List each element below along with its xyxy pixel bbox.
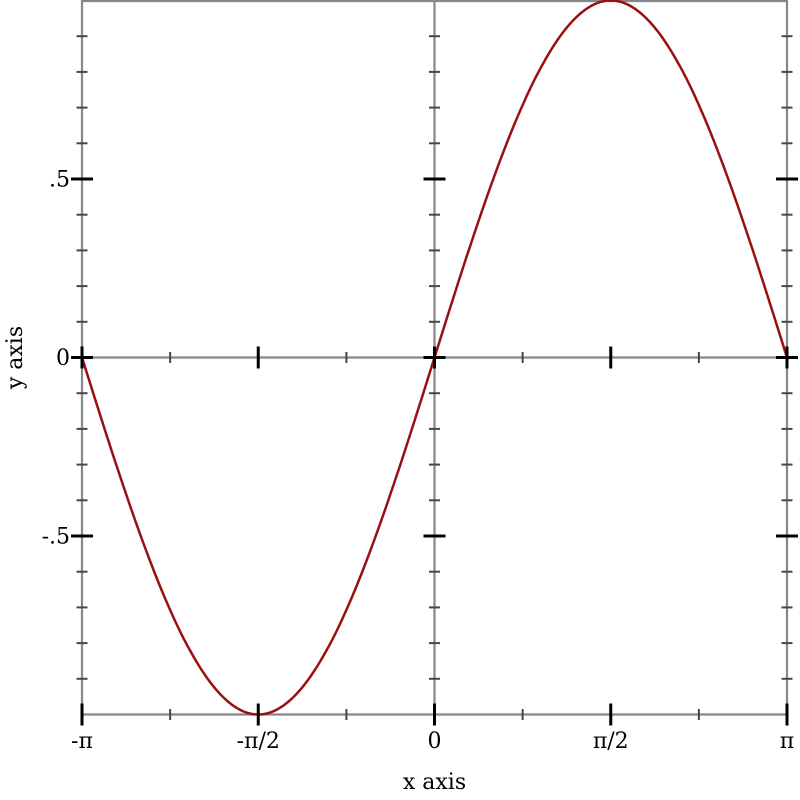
x-axis-title: x axis	[403, 770, 466, 795]
x-tick-label-zero: 0	[428, 729, 442, 754]
x-tick-label-neg-pi-half: -π/2	[237, 729, 280, 754]
y-tick-label-zero: 0	[56, 346, 70, 371]
x-tick-label-pi-half: π/2	[593, 729, 629, 754]
y-axis-title: y axis	[3, 326, 28, 390]
plot-canvas	[71, 0, 798, 726]
y-tick-label-neg-half: -.5	[42, 525, 70, 550]
y-tick-label-pos-half: .5	[49, 168, 70, 193]
x-tick-label-pi: π	[780, 729, 794, 754]
x-tick-label-neg-pi: -π	[71, 729, 93, 754]
